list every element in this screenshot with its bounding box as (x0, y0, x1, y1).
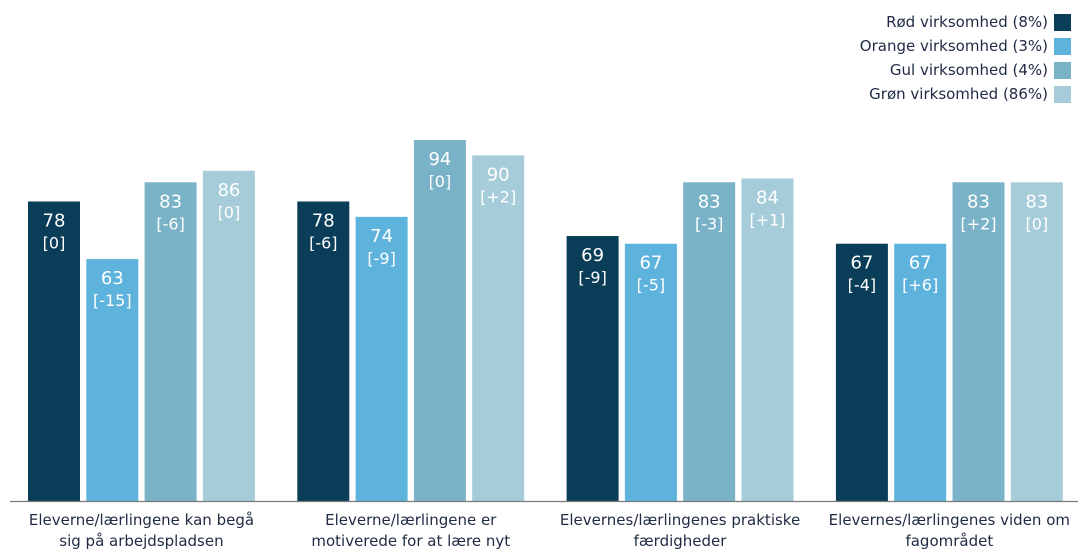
data-label-change: [+1] (749, 210, 785, 229)
data-label-value: 84 (756, 187, 779, 208)
legend-item: Gul virksomhed (4%) (860, 58, 1071, 82)
x-tick-label: Eleverne/lærlingene er (325, 511, 497, 529)
data-label-change: [0] (43, 233, 66, 252)
data-label-value: 83 (1025, 191, 1048, 212)
data-label-change: [0] (429, 172, 452, 191)
bar (355, 216, 408, 501)
bar (1010, 182, 1063, 501)
legend-label: Rød virksomhed (8%) (886, 13, 1048, 31)
data-label-value: 78 (43, 210, 66, 231)
bar (566, 236, 619, 502)
data-label-change: [-6] (156, 214, 184, 233)
x-tick-label: Eleverne/lærlingene kan begå (29, 511, 254, 529)
bar (86, 259, 139, 501)
data-label-change: [-9] (578, 268, 606, 287)
legend-swatch (1054, 85, 1071, 103)
legend-item: Rød virksomhed (8%) (860, 10, 1071, 34)
legend-item: Orange virksomhed (3%) (860, 34, 1071, 58)
data-label-value: 69 (581, 245, 604, 266)
data-label-value: 86 (217, 180, 240, 201)
data-label-change: [-3] (695, 214, 723, 233)
x-tick-label: Elevernes/lærlingenes viden om (829, 511, 1070, 529)
data-label-change: [-9] (367, 249, 395, 268)
bar (741, 178, 794, 501)
data-label-value: 83 (159, 191, 182, 212)
legend-label: Orange virksomhed (3%) (859, 37, 1048, 55)
data-label-change: [-5] (637, 276, 665, 295)
data-label-change: [+6] (902, 276, 938, 295)
data-label-value: 78 (312, 210, 335, 231)
data-label-value: 67 (639, 253, 662, 274)
data-label-change: [-4] (848, 276, 876, 295)
data-label-value: 90 (487, 164, 510, 185)
data-label-value: 67 (850, 253, 873, 274)
legend-label: Gul virksomhed (4%) (889, 61, 1048, 79)
legend-swatch (1054, 61, 1071, 79)
data-label-change: [-6] (309, 233, 337, 252)
data-label-value: 94 (428, 149, 451, 170)
data-label-change: [0] (218, 203, 241, 222)
bar (144, 182, 197, 501)
data-label-value: 83 (967, 191, 990, 212)
x-tick-label: motiverede for at lære nyt (311, 532, 510, 550)
bar (952, 182, 1005, 501)
x-tick-label: fagområdet (905, 532, 993, 550)
bar (413, 140, 466, 502)
bar (202, 170, 255, 501)
legend-label: Grøn virksomhed (86%) (869, 85, 1048, 103)
bar (297, 201, 350, 502)
legend-swatch (1054, 13, 1071, 31)
legend-item: Grøn virksomhed (86%) (860, 82, 1071, 106)
x-tick-label: færdigheder (634, 532, 728, 550)
bar (624, 243, 677, 501)
bar (894, 243, 947, 501)
data-label-change: [-15] (93, 291, 132, 310)
bar (835, 243, 888, 501)
data-label-change: [+2] (960, 214, 996, 233)
bar (683, 182, 736, 501)
data-label-change: [+2] (480, 187, 516, 206)
data-label-change: [0] (1025, 214, 1048, 233)
legend: Rød virksomhed (8%) Orange virksomhed (3%… (860, 10, 1071, 106)
data-label-value: 67 (909, 253, 932, 274)
bar (472, 155, 525, 501)
bar (28, 201, 80, 502)
x-tick-label: sig på arbejdspladsen (59, 532, 223, 550)
data-label-value: 83 (698, 191, 721, 212)
legend-swatch (1054, 37, 1071, 55)
data-label-value: 74 (370, 226, 393, 247)
data-label-value: 63 (101, 268, 124, 289)
x-tick-label: Elevernes/lærlingenes praktiske (560, 511, 800, 529)
